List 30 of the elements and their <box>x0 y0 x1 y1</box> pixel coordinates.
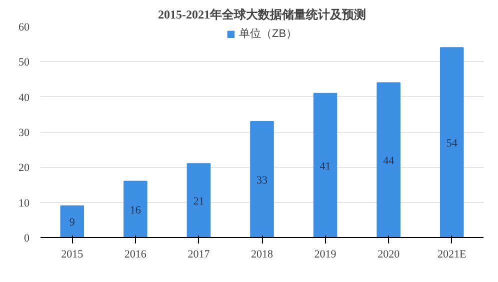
data-label: 44 <box>383 155 395 168</box>
x-tick-label: 2019 <box>314 248 337 260</box>
bar <box>124 180 148 238</box>
data-label: 16 <box>130 204 142 216</box>
bar <box>250 120 274 238</box>
bar <box>186 163 211 238</box>
bar <box>60 205 84 238</box>
data-label: 21 <box>193 196 204 208</box>
x-tick-label: 2016 <box>124 248 147 260</box>
y-tick-label: 20 <box>18 162 30 174</box>
x-tick-label: 2018 <box>251 248 274 260</box>
bar <box>313 92 338 238</box>
data-label: 9 <box>69 216 76 229</box>
y-tick-label: 0 <box>24 232 30 244</box>
data-label: 33 <box>256 174 268 186</box>
chart-title: 2015-2021年全球大数据储量统计及预测 <box>158 8 366 22</box>
bar <box>440 47 464 238</box>
y-tick-label: 60 <box>18 22 30 34</box>
y-tick-label: 10 <box>18 197 30 210</box>
y-tick-label: 40 <box>18 92 30 104</box>
data-label: 54 <box>446 138 458 150</box>
x-tick-label: 2015 <box>61 248 84 260</box>
x-tick-label: 2021E <box>438 248 466 260</box>
x-tick-label: 2017 <box>188 248 210 260</box>
data-label: 41 <box>320 160 331 172</box>
bar <box>376 82 400 238</box>
y-tick-label: 30 <box>18 127 30 139</box>
legend-label: 单位（ZB） <box>238 27 298 41</box>
y-tick-label: 50 <box>18 56 30 69</box>
x-tick-label: 2020 <box>378 248 400 260</box>
